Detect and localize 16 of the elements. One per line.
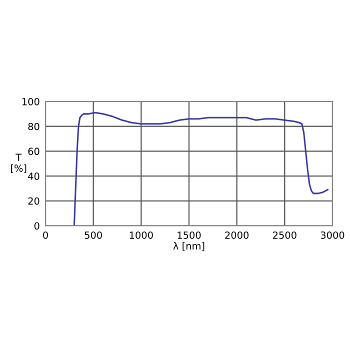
y-tick-label: 100	[22, 98, 40, 106]
x-tick-label: 0	[43, 231, 48, 239]
x-tick-label: 3000	[320, 231, 344, 239]
x-tick-label: 2500	[273, 231, 296, 239]
y-axis-title: T [%]	[11, 154, 26, 174]
x-tick-label: 500	[84, 231, 102, 239]
x-axis-title: λ [nm]	[173, 242, 204, 251]
x-tick-label: 1000	[130, 231, 153, 239]
y-tick-label: 80	[28, 122, 40, 130]
y-tick-label: 20	[28, 197, 40, 205]
x-tick-label: 1500	[178, 231, 201, 239]
line-series	[73, 112, 328, 226]
y-tick-label: 40	[28, 172, 40, 180]
x-tick-label: 2000	[225, 231, 249, 239]
y-tick-label: 60	[28, 148, 40, 156]
y-tick-label: 0	[34, 222, 40, 230]
